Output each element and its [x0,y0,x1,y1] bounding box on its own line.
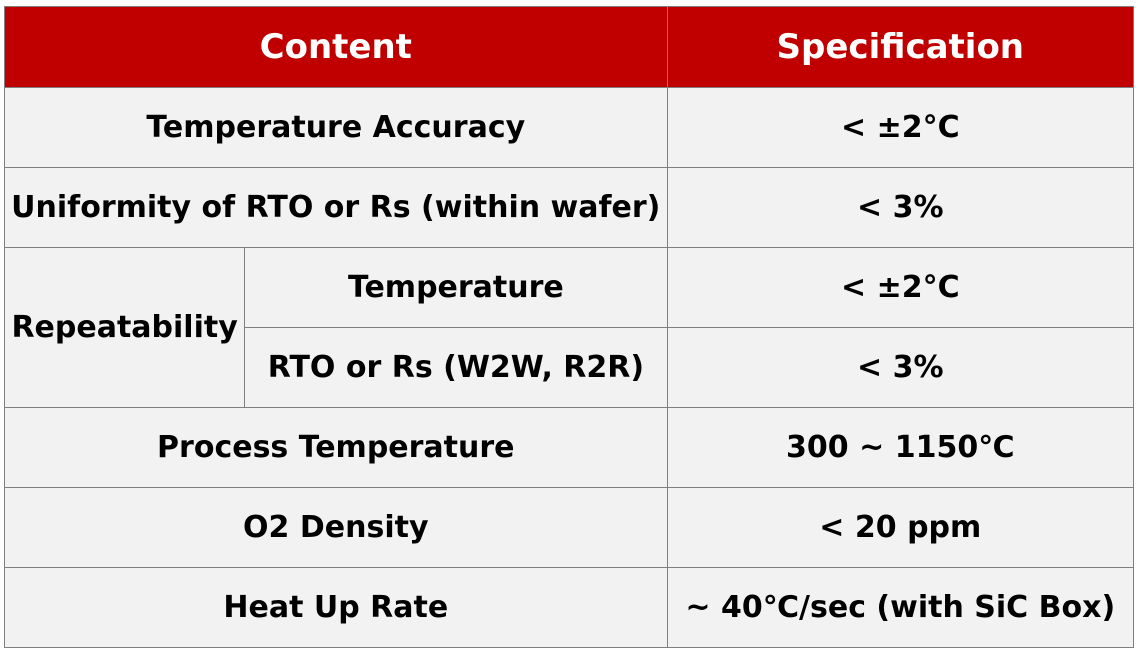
table-row: Temperature Accuracy < ±2°C [4,87,1135,168]
spec-cell: ~ 40℃/sec (with SiC Box) [666,567,1135,648]
table-header-row: Content Specification [4,6,1135,88]
content-cell: Temperature Accuracy [4,87,668,168]
table-row: O2 Density < 20 ppm [4,487,1135,568]
content-cell: Heat Up Rate [4,567,668,648]
spec-cell: 300 ~ 1150℃ [666,407,1135,488]
spec-cell: < ±2°C [666,87,1135,168]
sub-content-cell: Temperature [244,247,668,328]
spec-cell: < ±2°C [666,247,1135,328]
table-row: Uniformity of RTO or Rs (within wafer) <… [4,167,1135,248]
spec-cell: < 3% [666,167,1135,248]
table-row: Repeatability Temperature < ±2°C [3,247,1135,408]
specification-table: Content Specification Temperature Accura… [3,6,1135,648]
content-cell: Uniformity of RTO or Rs (within wafer) [4,167,668,248]
table-row: Heat Up Rate ~ 40℃/sec (with SiC Box) [4,567,1135,648]
sub-content-cell: RTO or Rs (W2W, R2R) [244,327,668,408]
spec-cell: < 3% [666,327,1135,408]
content-cell: Process Temperature [4,407,668,488]
specification-column-header: Specification [666,6,1135,88]
content-cell: O2 Density [4,487,668,568]
spec-cell: < 20 ppm [666,487,1135,568]
table-row: Process Temperature 300 ~ 1150℃ [4,407,1135,488]
table-row: RTO or Rs (W2W, R2R) < 3% [5,327,1135,408]
group-cell-repeatability: Repeatability [3,247,246,408]
content-column-header: Content [4,6,668,88]
